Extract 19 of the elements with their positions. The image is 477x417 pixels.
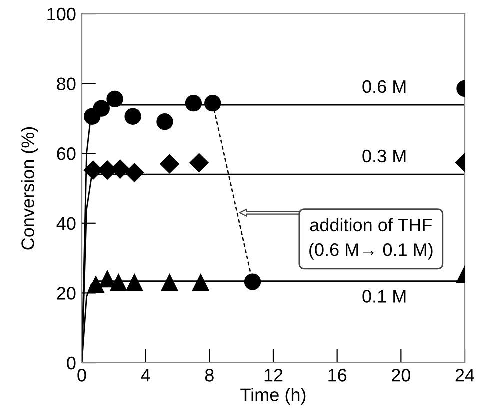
y-tick-label: 40 — [56, 217, 76, 230]
x-tick-label: 20 — [392, 369, 411, 382]
series-label: 0.6 M — [362, 80, 406, 94]
annotation: addition of THF (0.6 M→ 0.1 M) — [310, 218, 433, 260]
x-tick-label: 4 — [141, 369, 150, 382]
y-tick-label: 100 — [48, 8, 76, 21]
x-tick-label: 0 — [78, 369, 86, 382]
y-tick-label: 80 — [57, 78, 76, 91]
x-tick-label: 24 — [456, 369, 475, 382]
y-axis-title: Conversion (%) — [21, 127, 38, 250]
y-tick-label: 20 — [57, 287, 76, 300]
y-tick-label: 60 — [57, 148, 76, 160]
x-tick-label: 12 — [264, 369, 283, 382]
x-tick-label: 16 — [328, 369, 347, 382]
series-label: 0.1 M — [362, 290, 406, 303]
x-tick-label: 8 — [205, 369, 214, 382]
series-label: 0.3 M — [362, 150, 406, 163]
y-tick-label: 0 — [67, 356, 76, 370]
x-axis-title: Time (h) — [240, 388, 306, 405]
